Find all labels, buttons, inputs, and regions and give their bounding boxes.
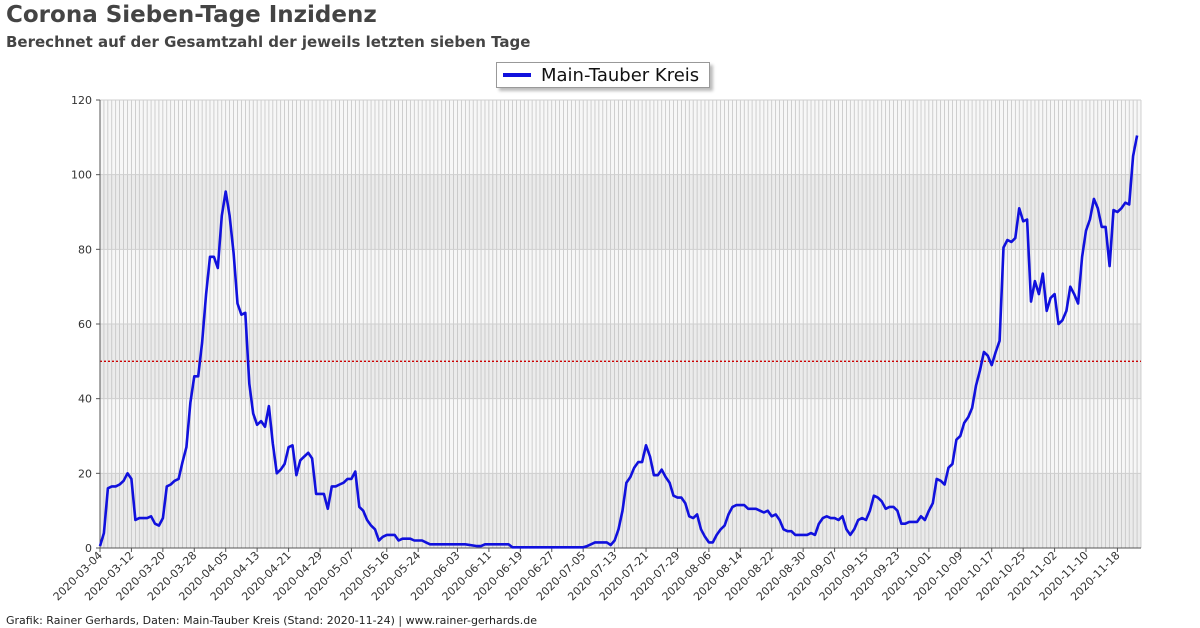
legend-swatch	[503, 73, 531, 77]
series-line-0	[98, 135, 1139, 549]
y-tick-label: 0	[85, 542, 92, 555]
band-80	[100, 174, 1141, 250]
band-0	[100, 473, 1141, 548]
x-axis-ticks: 2020-03-042020-03-122020-03-202020-03-28…	[51, 548, 1123, 603]
y-tick-label: 40	[78, 393, 92, 406]
footer-credit: Grafik: Rainer Gerhards, Daten: Main-Tau…	[6, 614, 538, 627]
y-tick-label: 80	[78, 243, 92, 256]
band-100	[100, 100, 1141, 175]
y-tick-label: 100	[71, 169, 92, 182]
y-axis-ticks: 0 20 40 60 80 100 120	[71, 94, 100, 555]
band-20	[100, 398, 1141, 474]
page-subtitle: Berechnet auf der Gesamtzahl der jeweils…	[6, 33, 531, 51]
series-group	[98, 135, 1139, 549]
y-tick-label: 120	[71, 94, 92, 107]
page-title: Corona Sieben-Tage Inzidenz	[6, 2, 377, 28]
legend-label: Main-Tauber Kreis	[541, 64, 700, 86]
chart-legend: Main-Tauber Kreis	[496, 62, 711, 88]
band-60	[100, 249, 1141, 324]
axes	[99, 100, 1141, 549]
y-tick-label: 60	[78, 318, 92, 331]
y-tick-label: 20	[78, 467, 92, 480]
